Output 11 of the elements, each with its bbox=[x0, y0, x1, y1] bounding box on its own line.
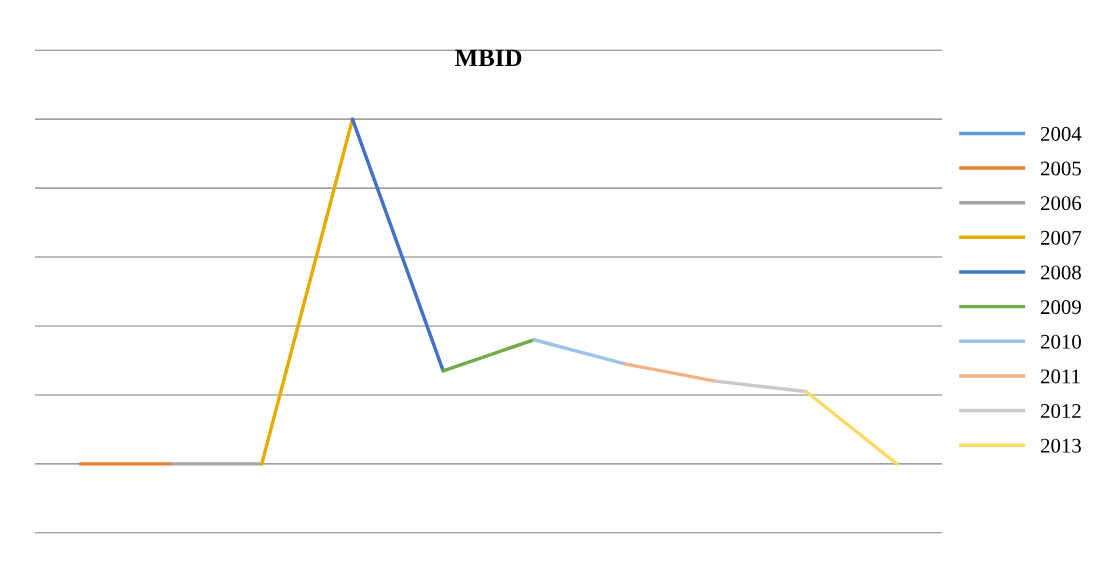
legend-label: 2012 bbox=[1041, 404, 1081, 419]
legend-label: 2005 bbox=[1041, 161, 1081, 176]
legend-label: 2008 bbox=[1041, 265, 1081, 280]
chart-title: MBID bbox=[454, 49, 522, 67]
legend-label: 2013 bbox=[1041, 438, 1081, 453]
legend-label: 2011 bbox=[1041, 369, 1080, 384]
legend-label: 2010 bbox=[1041, 334, 1081, 349]
legend-label: 2004 bbox=[1041, 126, 1082, 141]
legend-label: 2009 bbox=[1041, 300, 1081, 315]
legend-label: 2006 bbox=[1041, 196, 1082, 211]
legend-label: 2007 bbox=[1041, 230, 1082, 245]
